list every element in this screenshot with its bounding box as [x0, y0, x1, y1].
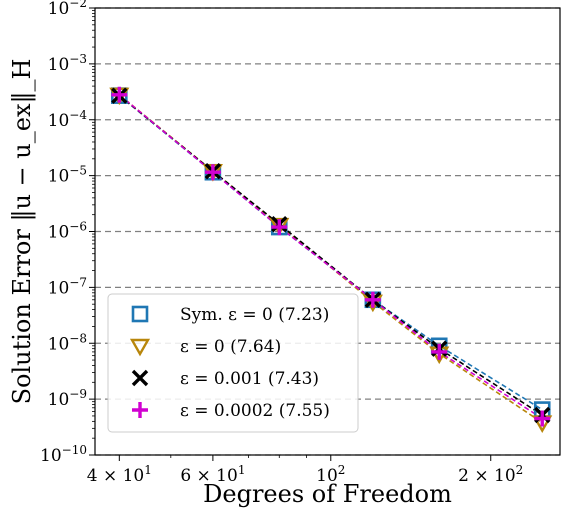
marker-plus — [204, 164, 221, 181]
marker-triangle — [129, 338, 151, 357]
marker-plus — [132, 402, 148, 418]
x-tick-label: 6 × 101 — [180, 463, 245, 486]
y-axis-label-text: Solution Error ‖u − u_ex‖_H — [8, 59, 37, 405]
marker-plus — [534, 410, 551, 427]
series-lines — [118, 94, 543, 424]
series-line — [118, 94, 543, 420]
legend-label: ε = 0 (7.64) — [180, 337, 281, 357]
y-tick-label: 10−6 — [48, 220, 87, 243]
y-tick-label: 10−9 — [48, 387, 87, 410]
y-tick-label: 10−5 — [48, 164, 87, 187]
legend-entry: ε = 0.0002 (7.55) — [132, 401, 330, 421]
marker-plus — [271, 219, 288, 236]
marker-x — [131, 369, 149, 387]
marker-plus — [364, 291, 381, 308]
y-tick-label: 10−8 — [48, 331, 87, 354]
x-tick-label: 102 — [316, 463, 345, 486]
x-tick-label: 2 × 102 — [458, 463, 523, 486]
legend-box — [107, 293, 359, 433]
marker-square — [131, 305, 149, 323]
y-tick-label: 10−10 — [40, 443, 87, 466]
marker-plus — [111, 86, 128, 103]
legend-label: ε = 0.0002 (7.55) — [180, 401, 330, 421]
x-axis-label: Degrees of Freedom — [203, 480, 452, 508]
legend: Sym. ε = 0 (7.23) ε = 0 (7.64) ε = 0.001 (… — [107, 293, 359, 433]
legend-entry: ε = 0 (7.64) — [129, 337, 281, 357]
y-tick-label: 10−4 — [48, 108, 88, 131]
marker-plus — [431, 343, 448, 360]
series-markers — [109, 86, 553, 434]
legend-label: Sym. ε = 0 (7.23) — [180, 305, 329, 325]
y-axis-ticks: 10−2 10−3 10−4 10−5 10−6 10−7 10−8 10−9 10−10 — [40, 0, 95, 466]
y-tick-label: 10−7 — [48, 275, 87, 298]
x-axis-ticks: 4 × 101 6 × 101 102 2 × 102 — [87, 455, 523, 486]
series-points — [111, 86, 551, 427]
x-tick-label: 4 × 101 — [87, 463, 152, 486]
y-tick-label: 10−2 — [48, 0, 87, 19]
y-axis-label: Solution Error ‖u − u_ex‖_H — [8, 59, 37, 405]
y-tick-label: 10−3 — [48, 52, 87, 75]
legend-label: ε = 0.001 (7.43) — [180, 369, 319, 389]
legend-entry: Sym. ε = 0 (7.23) — [131, 305, 329, 325]
legend-entry: ε = 0.001 (7.43) — [131, 369, 319, 389]
